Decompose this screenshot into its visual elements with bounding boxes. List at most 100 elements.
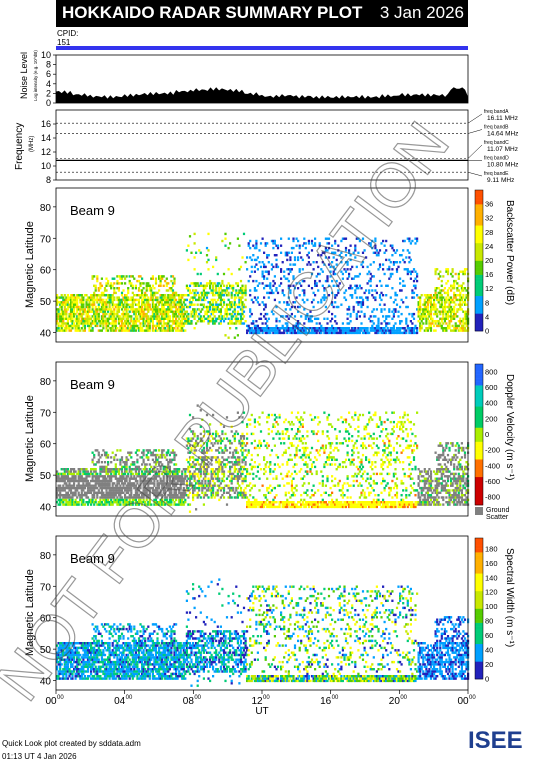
scatter-cell	[462, 317, 465, 320]
scatter-cell	[405, 305, 408, 309]
scatter-cell	[137, 494, 141, 497]
scatter-cell	[465, 320, 468, 323]
scatter-cell	[134, 303, 137, 306]
scatter-cell	[68, 486, 71, 490]
scatter-cell	[142, 491, 145, 494]
scatter-cell	[185, 284, 188, 287]
scatter-cell	[124, 465, 127, 469]
colorbar-tick-label: 20	[485, 256, 493, 265]
scatter-cell	[301, 268, 304, 271]
scatter-cell	[77, 305, 80, 309]
colorbar-segment	[475, 246, 483, 251]
scatter-cell	[142, 468, 145, 471]
scatter-cell	[99, 496, 102, 499]
scatter-cell	[408, 329, 411, 332]
scatter-cell	[77, 477, 80, 480]
scatter-cell	[156, 503, 159, 506]
scatter-cell	[230, 489, 233, 492]
scatter-cell	[242, 477, 246, 480]
scatter-cell	[77, 308, 80, 311]
scatter-cell	[278, 301, 281, 304]
scatter-cell	[193, 296, 196, 299]
scatter-cell	[238, 456, 241, 459]
scatter-cell	[145, 315, 148, 318]
scatter-cell	[394, 310, 397, 313]
scatter-cell	[399, 329, 402, 332]
scatter-cell	[131, 287, 134, 290]
scatter-cell	[253, 327, 256, 330]
scatter-cell	[82, 484, 85, 487]
scatter-cell	[439, 298, 442, 302]
scatter-cell	[267, 284, 270, 287]
scatter-cell	[71, 472, 74, 476]
scatter-cell	[56, 298, 59, 302]
scatter-cell	[60, 303, 63, 306]
scatter-cell	[462, 294, 465, 297]
scatter-cell	[168, 317, 171, 320]
scatter-cell	[346, 312, 349, 316]
scatter-cell	[178, 310, 181, 313]
scatter-cell	[440, 296, 443, 299]
scatter-cell	[108, 501, 111, 504]
scatter-cell	[235, 475, 238, 478]
scatter-cell	[238, 305, 241, 309]
scatter-cell	[114, 472, 117, 476]
scatter-cell	[213, 310, 216, 313]
scatter-cell	[91, 494, 94, 497]
scatter-cell	[241, 435, 244, 438]
scatter-cell	[238, 322, 241, 325]
scatter-cell	[372, 261, 375, 264]
scatter-cell	[332, 270, 335, 273]
scatter-cell	[62, 479, 65, 483]
scatter-cell	[218, 484, 221, 487]
scatter-cell	[357, 251, 360, 254]
scatter-cell	[340, 251, 343, 254]
scatter-cell	[93, 275, 96, 278]
scatter-cell	[168, 453, 171, 457]
scatter-cell	[124, 489, 127, 492]
scatter-cell	[371, 310, 374, 313]
scatter-cell	[269, 329, 272, 332]
scatter-cell	[83, 472, 86, 476]
frequency-tick-label: 14	[41, 133, 51, 143]
scatter-cell	[242, 291, 246, 295]
scatter-cell	[230, 479, 233, 483]
scatter-cell	[148, 327, 151, 330]
scatter-cell	[416, 272, 419, 276]
scatter-cell	[388, 258, 391, 262]
scatter-cell	[312, 244, 315, 247]
scatter-cell	[79, 479, 82, 483]
scatter-cell	[219, 423, 222, 426]
scatter-cell	[224, 317, 227, 320]
scatter-cell	[400, 298, 403, 302]
scatter-cell	[446, 270, 450, 273]
scatter-cell	[117, 305, 120, 309]
scatter-cell	[175, 294, 178, 297]
scatter-cell	[103, 475, 107, 478]
scatter-cell	[324, 249, 327, 252]
scatter-cell	[443, 308, 446, 311]
scatter-cell	[68, 498, 71, 502]
scatter-cell	[60, 308, 63, 311]
scatter-cell	[416, 331, 419, 335]
scatter-cell	[287, 296, 290, 299]
scatter-cell	[348, 249, 351, 252]
scatter-cell	[96, 322, 99, 325]
colorbar-segment	[475, 239, 483, 244]
scatter-cell	[141, 308, 144, 311]
scatter-cell	[120, 312, 124, 316]
scatter-cell	[88, 327, 91, 330]
scatter-cell	[378, 327, 382, 330]
scatter-cell	[324, 256, 327, 259]
scatter-cell	[97, 475, 100, 478]
scatter-cell	[377, 254, 380, 257]
scatter-cell	[361, 261, 365, 264]
scatter-cell	[334, 272, 337, 276]
scatter-cell	[201, 303, 204, 306]
scatter-cell	[392, 331, 395, 335]
scatter-cell	[137, 498, 141, 502]
scatter-cell	[222, 272, 226, 276]
scatter-cell	[272, 312, 275, 316]
scatter-cell	[219, 322, 222, 325]
scatter-cell	[462, 287, 465, 290]
